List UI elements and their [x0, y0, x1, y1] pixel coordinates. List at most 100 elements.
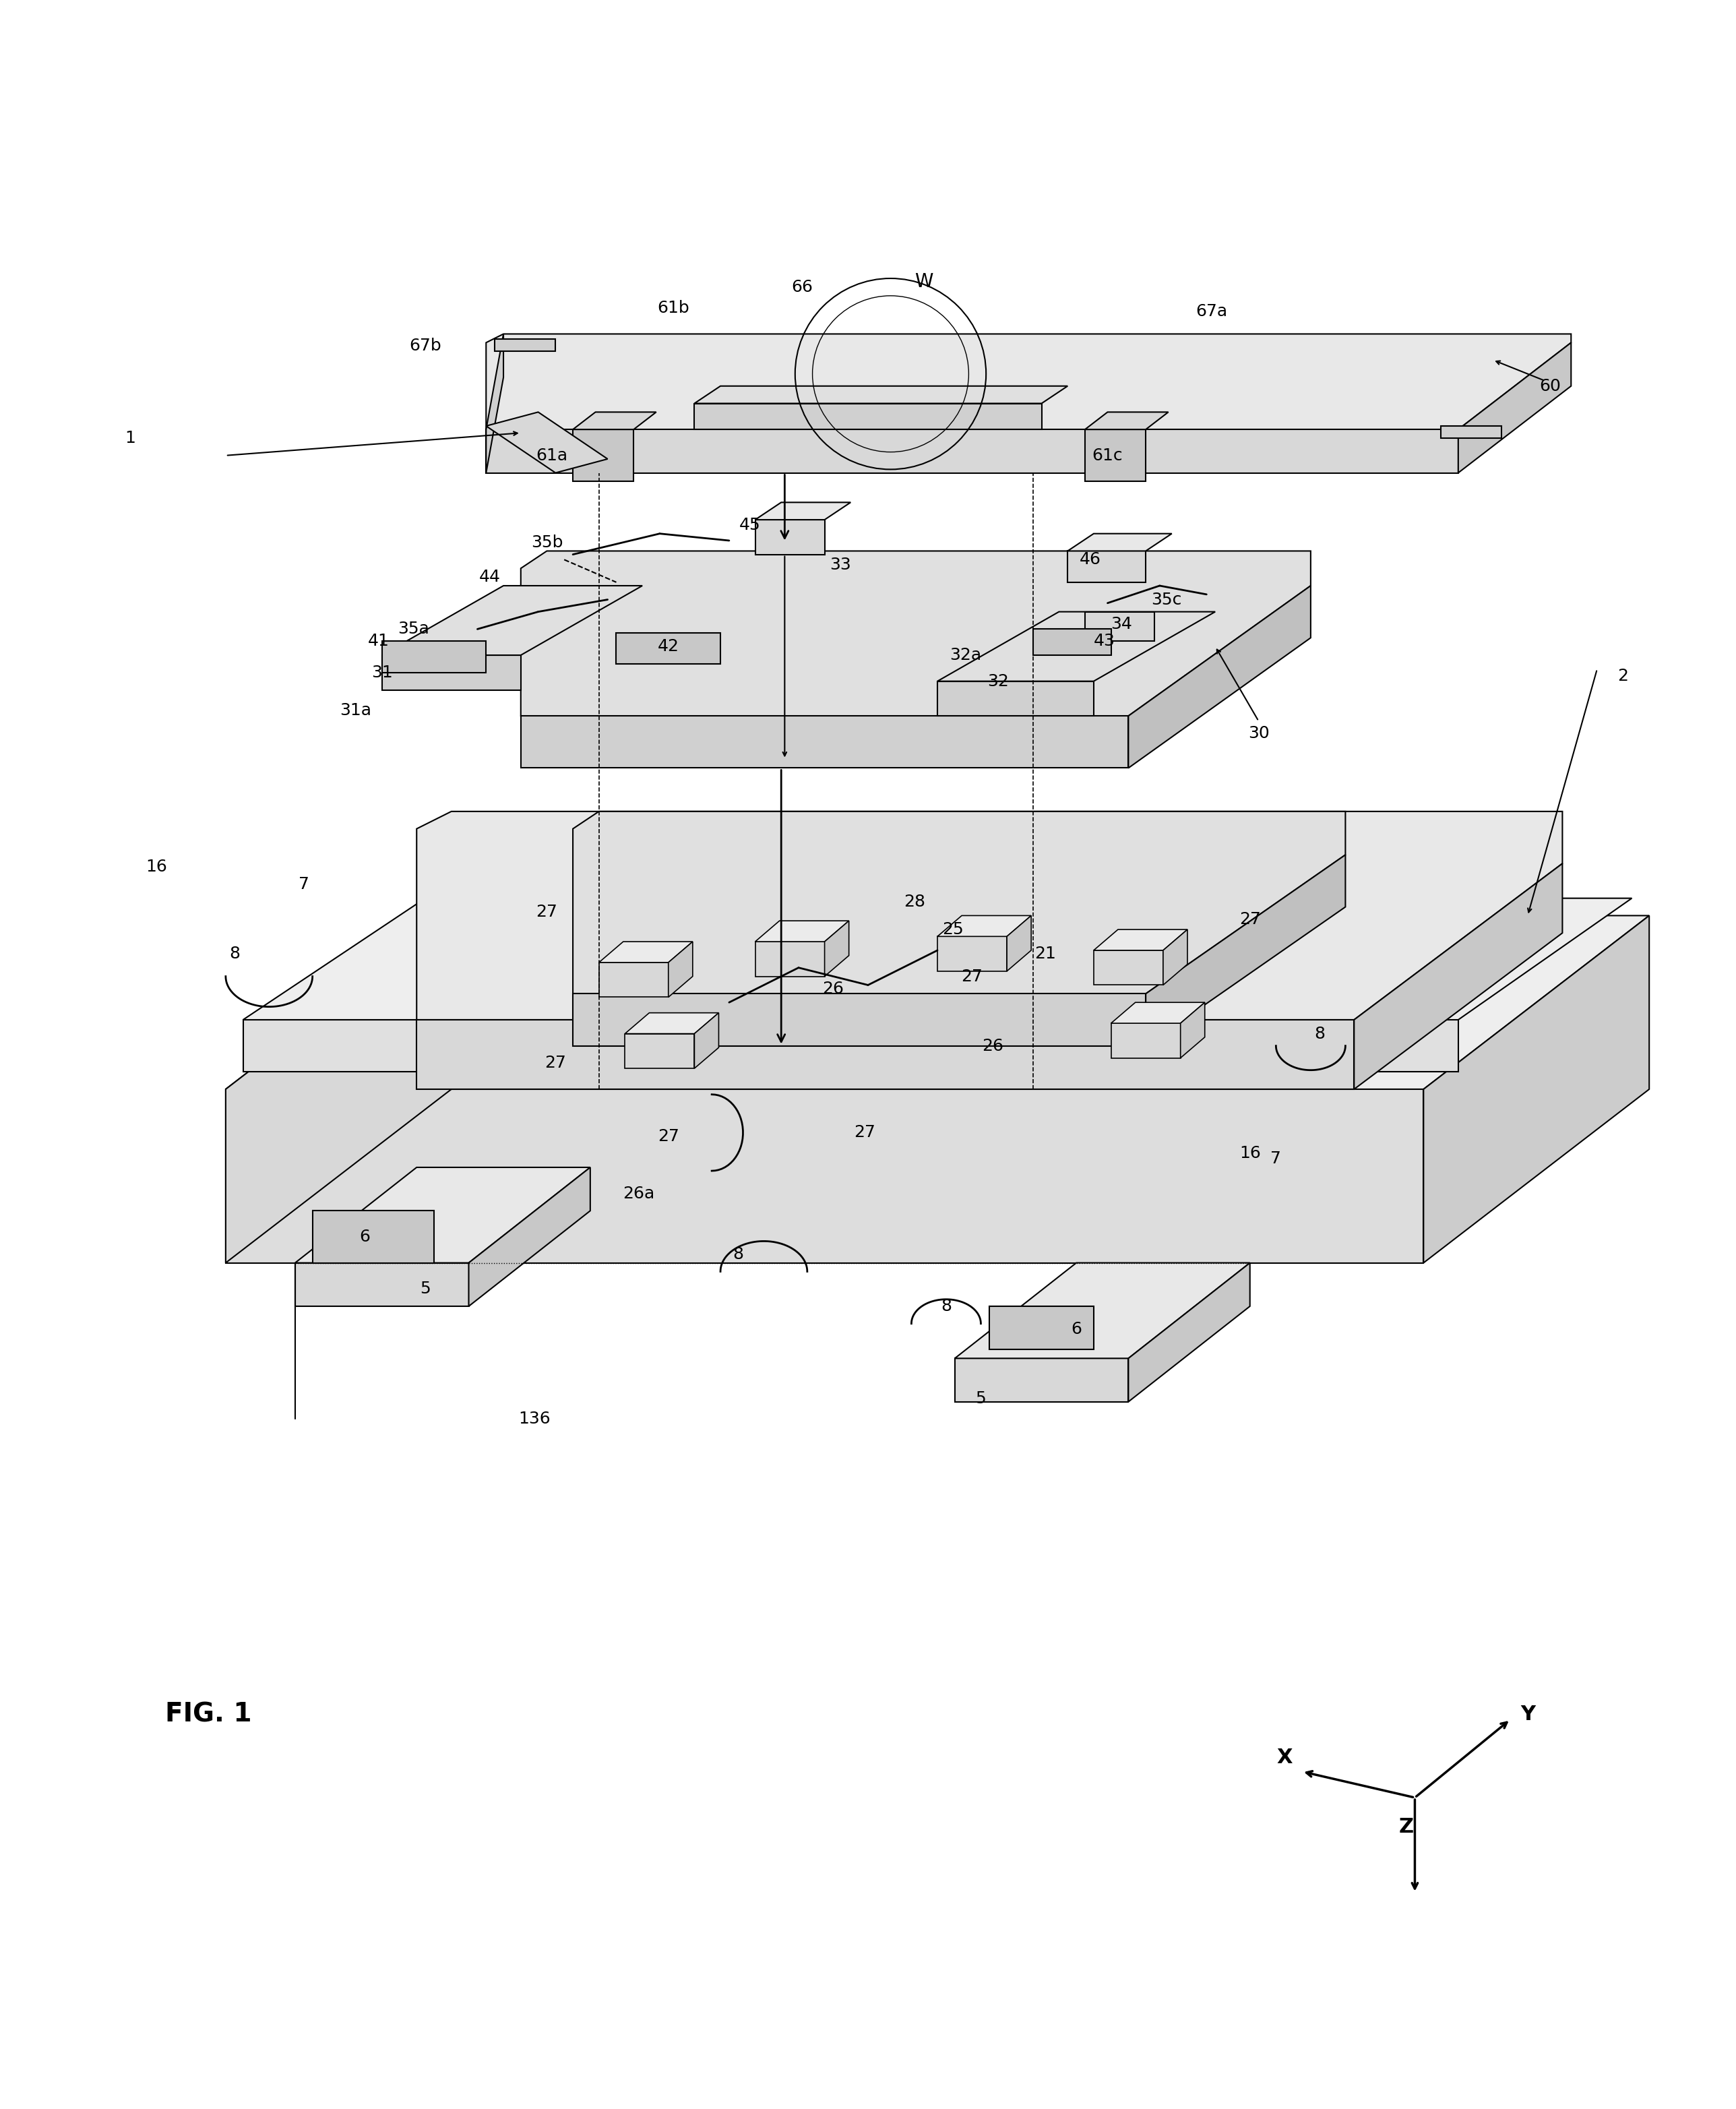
- Text: 21: 21: [1035, 945, 1055, 962]
- Polygon shape: [955, 1358, 1128, 1402]
- Polygon shape: [1146, 854, 1345, 1046]
- Polygon shape: [1068, 550, 1146, 582]
- Text: 26: 26: [983, 1038, 1003, 1054]
- Text: 34: 34: [1111, 616, 1132, 633]
- Polygon shape: [1033, 628, 1111, 656]
- Text: 16: 16: [146, 858, 167, 875]
- Polygon shape: [1128, 1263, 1250, 1402]
- Text: 43: 43: [1094, 633, 1115, 650]
- Text: 16: 16: [1240, 1145, 1260, 1162]
- Text: 30: 30: [1248, 725, 1269, 742]
- Text: 33: 33: [830, 557, 851, 574]
- Text: X: X: [1276, 1748, 1293, 1767]
- Text: 6: 6: [1071, 1320, 1082, 1337]
- Text: 46: 46: [1080, 553, 1101, 567]
- Text: 61b: 61b: [658, 299, 689, 316]
- Text: 67a: 67a: [1196, 304, 1227, 318]
- Polygon shape: [668, 941, 693, 998]
- Text: 41: 41: [368, 633, 389, 650]
- Text: 8: 8: [941, 1299, 951, 1314]
- Polygon shape: [486, 333, 1571, 430]
- Polygon shape: [1215, 898, 1632, 1021]
- Polygon shape: [1111, 1002, 1205, 1023]
- Polygon shape: [226, 1088, 1424, 1263]
- Polygon shape: [382, 641, 486, 673]
- Polygon shape: [243, 882, 694, 1021]
- Text: 60: 60: [1540, 378, 1561, 394]
- Polygon shape: [937, 915, 1031, 936]
- Text: 35b: 35b: [531, 534, 562, 550]
- Polygon shape: [573, 993, 1146, 1046]
- Text: 27: 27: [545, 1054, 566, 1071]
- Text: 27: 27: [962, 968, 983, 985]
- Polygon shape: [1354, 863, 1562, 1088]
- Text: 7: 7: [1271, 1152, 1281, 1166]
- Text: 26a: 26a: [623, 1185, 654, 1202]
- Text: 61a: 61a: [536, 447, 568, 464]
- Text: 26: 26: [823, 981, 844, 998]
- Polygon shape: [1441, 426, 1502, 439]
- Polygon shape: [521, 550, 1311, 715]
- Polygon shape: [694, 386, 1068, 403]
- Text: FIG. 1: FIG. 1: [165, 1702, 252, 1727]
- Polygon shape: [486, 411, 608, 472]
- Polygon shape: [1068, 534, 1172, 550]
- Polygon shape: [573, 411, 656, 430]
- Text: 136: 136: [519, 1411, 550, 1428]
- Polygon shape: [937, 936, 1007, 970]
- Polygon shape: [573, 812, 1345, 993]
- Text: 8: 8: [733, 1246, 743, 1263]
- Polygon shape: [417, 812, 1562, 1021]
- Polygon shape: [226, 915, 451, 1263]
- Polygon shape: [417, 1021, 1354, 1088]
- Polygon shape: [755, 922, 849, 941]
- Text: 42: 42: [658, 639, 679, 654]
- Polygon shape: [1111, 1023, 1180, 1059]
- Polygon shape: [755, 502, 851, 519]
- Polygon shape: [1007, 915, 1031, 970]
- Polygon shape: [573, 430, 634, 481]
- Polygon shape: [825, 922, 849, 976]
- Text: 5: 5: [420, 1280, 431, 1297]
- Polygon shape: [1085, 430, 1146, 481]
- Polygon shape: [226, 915, 1649, 1088]
- Polygon shape: [1085, 411, 1168, 430]
- Polygon shape: [1180, 1002, 1205, 1059]
- Text: 35a: 35a: [398, 620, 429, 637]
- Text: 32: 32: [988, 673, 1009, 690]
- Text: 27: 27: [658, 1128, 679, 1145]
- Text: 25: 25: [943, 922, 963, 939]
- Polygon shape: [990, 1305, 1094, 1350]
- Text: 2: 2: [1618, 669, 1628, 683]
- Polygon shape: [625, 1012, 719, 1033]
- Polygon shape: [486, 430, 1458, 472]
- Polygon shape: [1128, 586, 1311, 768]
- Polygon shape: [382, 656, 521, 690]
- Polygon shape: [955, 1263, 1250, 1358]
- Text: 7: 7: [299, 875, 309, 892]
- Text: 28: 28: [904, 894, 925, 909]
- Text: 8: 8: [1314, 1025, 1325, 1042]
- Polygon shape: [295, 1168, 590, 1263]
- Polygon shape: [1424, 915, 1649, 1263]
- Text: 67b: 67b: [410, 337, 441, 354]
- Text: 31: 31: [372, 664, 392, 681]
- Polygon shape: [521, 715, 1128, 768]
- Text: 8: 8: [229, 945, 240, 962]
- Text: 61c: 61c: [1092, 447, 1123, 464]
- Polygon shape: [1458, 342, 1571, 472]
- Polygon shape: [616, 633, 720, 664]
- Text: 6: 6: [359, 1230, 370, 1244]
- Text: 31a: 31a: [340, 702, 372, 719]
- Text: 27: 27: [1240, 911, 1260, 928]
- Polygon shape: [312, 1211, 434, 1263]
- Polygon shape: [486, 333, 503, 472]
- Polygon shape: [469, 1168, 590, 1305]
- Polygon shape: [1085, 612, 1154, 641]
- Text: 27: 27: [854, 1124, 875, 1141]
- Text: 66: 66: [792, 278, 812, 295]
- Polygon shape: [625, 1033, 694, 1069]
- Polygon shape: [755, 519, 825, 555]
- Polygon shape: [382, 586, 642, 656]
- Polygon shape: [937, 681, 1094, 715]
